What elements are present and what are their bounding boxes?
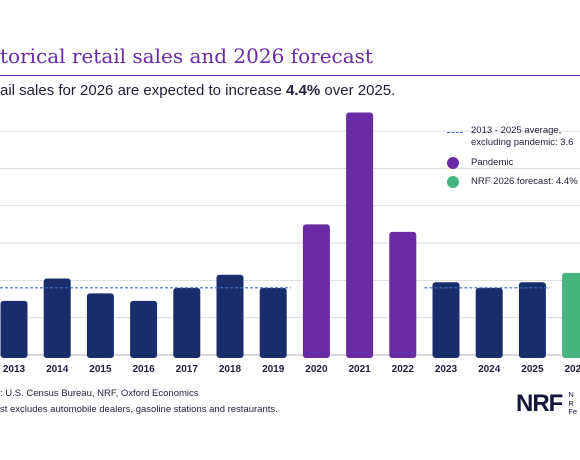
subtitle-prefix: ail sales for 2026 are expected to incre… (0, 82, 287, 99)
bar-2023 (432, 282, 460, 358)
x-tick-label-2013: 2013 (3, 364, 26, 375)
x-tick-label-2021: 2021 (348, 364, 371, 375)
logo-line-2: R (568, 398, 574, 408)
bar-2018 (216, 274, 244, 358)
x-tick-label-2026: 2026 (564, 364, 580, 375)
bars (0, 112, 580, 359)
legend-pandemic-label: Pandemic (471, 157, 514, 168)
x-tick-labels: 2013 2014 2015 2016 2017 2018 2019 2020 2021 2022… (3, 364, 580, 375)
bar-2014 (43, 278, 71, 358)
logo-line-1: N (568, 390, 574, 400)
title-divider (0, 75, 580, 76)
logo-line-3: Fe (568, 407, 578, 417)
bar-2016 (130, 300, 158, 358)
logo-wordmark: N R Fe (568, 391, 577, 417)
x-tick-label-2019: 2019 (262, 364, 285, 375)
legend-average-line2: excluding pandemic: 3.6 (471, 137, 574, 148)
bar-2024 (475, 287, 503, 358)
x-tick-label-2023: 2023 (435, 364, 458, 375)
footnote: st excludes automobile dealers, gasoline… (0, 404, 278, 415)
legend-forecast-label: NRF 2026 forecast: 4.4% (471, 176, 578, 187)
bar-2013 (0, 300, 28, 358)
nrf-logo: NRF N R Fe (516, 390, 577, 418)
legend-forecast-swatch (447, 176, 459, 188)
x-tick-label-2017: 2017 (176, 364, 199, 375)
x-tick-label-2016: 2016 (132, 364, 155, 375)
x-tick-label-2018: 2018 (219, 364, 242, 375)
chart-subtitle: ail sales for 2026 are expected to incre… (0, 82, 395, 99)
bar-2020 (302, 224, 330, 358)
bar-2025 (518, 282, 546, 358)
x-tick-label-2022: 2022 (392, 364, 415, 375)
source-note: : U.S. Census Bureau, NRF, Oxford Econom… (0, 388, 199, 399)
legend-average-swatch (447, 132, 463, 133)
x-tick-label-2015: 2015 (89, 364, 112, 375)
bar-2019 (259, 287, 287, 358)
legend-pandemic-swatch (447, 157, 459, 169)
legend-average-label: 2013 - 2025 average, excluding pandemic:… (471, 125, 573, 149)
chart-title: torical retail sales and 2026 forecast (0, 44, 373, 68)
legend-average-line1: 2013 - 2025 average, (471, 125, 562, 136)
subtitle-highlight: 4.4% (286, 82, 321, 99)
x-tick-label-2025: 2025 (521, 364, 544, 375)
x-tick-label-2014: 2014 (46, 364, 69, 375)
bar-2021 (346, 112, 374, 359)
bar-2026 (562, 272, 580, 358)
bar-2015 (86, 293, 114, 358)
bar-2022 (389, 231, 417, 358)
subtitle-suffix: over 2025. (320, 82, 396, 99)
x-tick-label-2024: 2024 (478, 364, 501, 375)
bar-2017 (173, 287, 201, 358)
x-tick-label-2020: 2020 (305, 364, 328, 375)
logo-mark: NRF (516, 390, 563, 417)
